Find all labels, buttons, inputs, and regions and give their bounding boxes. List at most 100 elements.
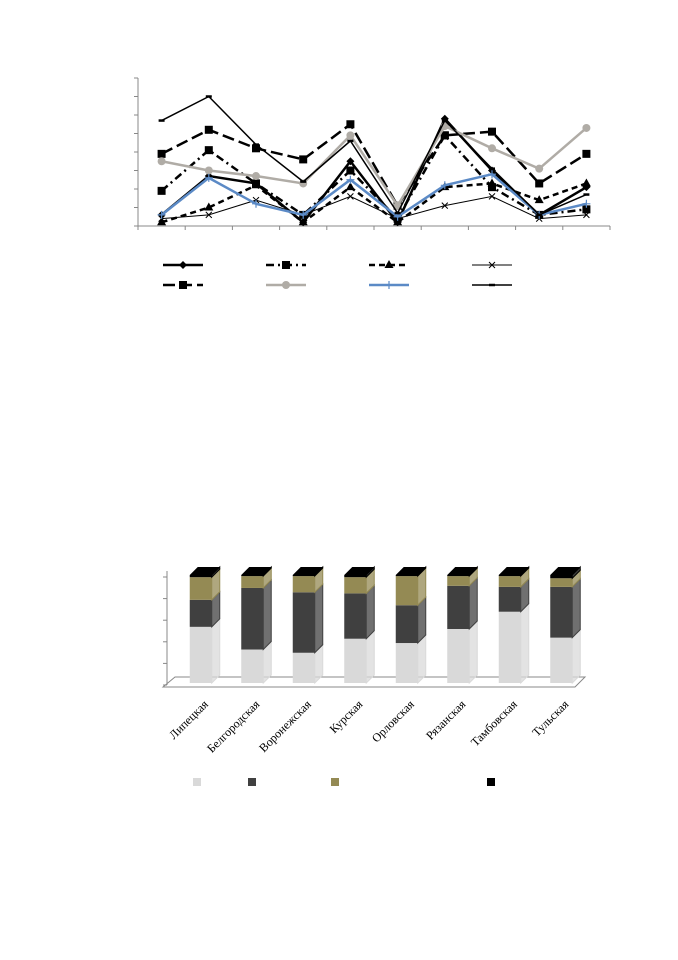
marker bbox=[157, 157, 166, 166]
marker bbox=[441, 202, 449, 210]
line bbox=[160, 172, 587, 219]
line bbox=[160, 133, 587, 221]
marker bbox=[282, 261, 290, 269]
bar-side bbox=[365, 629, 375, 685]
marker bbox=[298, 217, 308, 226]
bar-segment bbox=[189, 575, 212, 578]
marker bbox=[346, 131, 355, 140]
marker bbox=[582, 149, 591, 158]
bar-top bbox=[395, 567, 426, 575]
marker bbox=[204, 166, 213, 175]
bar-segment bbox=[395, 575, 418, 577]
bar-side bbox=[314, 583, 324, 654]
marker bbox=[157, 210, 166, 219]
bar-segment bbox=[447, 576, 470, 586]
marker bbox=[534, 195, 544, 204]
bar-segment bbox=[241, 649, 264, 683]
marker bbox=[179, 281, 187, 289]
bar-segment bbox=[498, 575, 521, 577]
bar-segment bbox=[292, 592, 315, 653]
bar-top bbox=[447, 567, 478, 575]
marker bbox=[488, 183, 496, 192]
bar-segment bbox=[498, 586, 521, 612]
bar-side bbox=[571, 628, 581, 685]
marker bbox=[252, 144, 260, 153]
legend-swatch bbox=[193, 778, 201, 786]
bar-segment bbox=[498, 576, 521, 587]
bar-segment bbox=[292, 575, 315, 577]
bar-segment bbox=[241, 587, 264, 650]
marker bbox=[345, 182, 355, 191]
bar-top bbox=[498, 567, 529, 575]
bar-segment bbox=[550, 578, 573, 587]
bar-side bbox=[468, 576, 478, 631]
bar-side bbox=[211, 617, 221, 685]
marker bbox=[582, 123, 591, 132]
bar-segment bbox=[550, 575, 573, 579]
bar-side bbox=[571, 577, 581, 639]
marker bbox=[204, 125, 213, 134]
bar-segment bbox=[447, 629, 470, 683]
marker bbox=[487, 178, 497, 187]
bar-segment bbox=[189, 577, 212, 600]
legend-swatch bbox=[331, 778, 339, 786]
marker bbox=[204, 173, 213, 182]
bar-side bbox=[468, 619, 478, 685]
bar-segment bbox=[344, 575, 367, 578]
bar-segment bbox=[241, 575, 264, 577]
marker bbox=[535, 179, 544, 188]
marker bbox=[252, 199, 260, 208]
bar-segment bbox=[344, 577, 367, 594]
bar-segment bbox=[550, 637, 573, 683]
marker bbox=[582, 205, 591, 214]
bar-segment bbox=[292, 652, 315, 683]
marker bbox=[347, 193, 354, 200]
bar-segment bbox=[292, 576, 315, 593]
marker bbox=[385, 281, 393, 289]
line bbox=[161, 122, 588, 209]
bar-top bbox=[550, 567, 581, 575]
marker bbox=[488, 261, 496, 269]
marker bbox=[384, 260, 394, 268]
bar-segment bbox=[344, 593, 367, 639]
marker bbox=[205, 211, 213, 219]
bar-segment bbox=[189, 626, 212, 683]
marker bbox=[157, 186, 166, 195]
bar-segment bbox=[241, 576, 264, 588]
floor bbox=[161, 676, 587, 688]
marker bbox=[346, 157, 355, 166]
bar-top bbox=[241, 567, 272, 575]
marker bbox=[157, 217, 167, 226]
marker bbox=[440, 181, 449, 190]
marker bbox=[488, 193, 496, 200]
bar-segment bbox=[189, 599, 212, 627]
marker bbox=[346, 175, 355, 184]
marker bbox=[179, 261, 187, 269]
marker bbox=[282, 281, 290, 289]
marker bbox=[251, 180, 261, 189]
bar-side bbox=[262, 578, 272, 651]
bar-segment bbox=[550, 586, 573, 638]
bar-side bbox=[520, 602, 530, 685]
marker bbox=[299, 155, 308, 164]
legend-swatch bbox=[248, 778, 256, 786]
marker bbox=[157, 149, 166, 158]
marker bbox=[346, 166, 355, 175]
bar-segment bbox=[447, 575, 470, 577]
marker bbox=[582, 199, 591, 208]
marker bbox=[252, 172, 260, 181]
bar-segment bbox=[395, 605, 418, 644]
marker bbox=[488, 127, 496, 136]
bar-segment bbox=[344, 638, 367, 683]
marker bbox=[488, 170, 496, 179]
marker bbox=[535, 164, 544, 173]
line bbox=[161, 195, 587, 220]
marker bbox=[393, 217, 403, 226]
marker bbox=[581, 178, 591, 187]
marker bbox=[204, 202, 214, 211]
marker bbox=[346, 120, 355, 129]
marker bbox=[488, 144, 496, 153]
marker bbox=[583, 211, 590, 219]
